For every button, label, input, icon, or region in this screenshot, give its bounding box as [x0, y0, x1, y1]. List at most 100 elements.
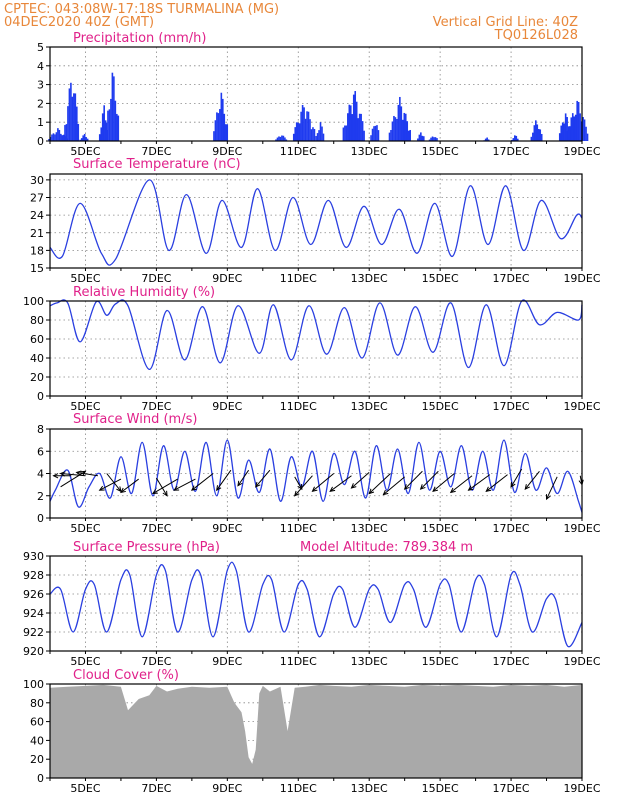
panel-pressure: Surface Pressure (hPa) Model Altitude: 7… — [23, 540, 601, 668]
wind-vector-arrow — [312, 473, 335, 492]
precip-bar — [536, 124, 539, 141]
wind-vector-arrowhead — [419, 484, 426, 490]
precip-bar — [352, 94, 355, 141]
wind-vector-arrow — [468, 474, 491, 491]
wind-vector-arrowhead — [216, 485, 222, 492]
precip-bar — [399, 96, 401, 141]
y-tick-label: 20 — [30, 371, 44, 384]
x-tick-label: 5DEC — [70, 782, 100, 795]
precip-bar — [321, 126, 323, 141]
precip-bar — [406, 121, 409, 141]
x-tick-label: 13DEC — [351, 272, 388, 285]
x-tick-label: 19DEC — [563, 400, 600, 413]
x-tick-label: 13DEC — [351, 655, 388, 668]
precip-bar — [540, 133, 543, 141]
precip-bar — [83, 133, 86, 141]
header-location: CPTEC: 043:08W-17:18S TURMALINA (MG) — [4, 2, 279, 17]
precip-bar — [223, 113, 226, 141]
precip-bar — [111, 72, 114, 141]
precip-bar — [310, 129, 313, 141]
x-tick-label: 11DEC — [280, 655, 317, 668]
x-tick-label: 15DEC — [422, 272, 459, 285]
precip-bar — [396, 118, 398, 141]
wind-vector-arrow — [510, 468, 523, 488]
y-tick-label: 928 — [23, 569, 44, 582]
precip-bar — [570, 117, 573, 141]
x-tick-label: 5DEC — [70, 272, 100, 285]
y-tick-label: 100 — [23, 678, 44, 691]
precip-bar — [110, 98, 112, 141]
precip-bar — [585, 126, 587, 141]
wind-vector-arrow — [294, 475, 313, 497]
x-tick-label: 19DEC — [563, 272, 600, 285]
header-date: 04DEC2020 40Z (GMT) — [4, 15, 154, 30]
precip-bar — [319, 122, 322, 141]
wind-vector-arrow — [173, 478, 196, 491]
x-tick-label: 7DEC — [141, 272, 171, 285]
y-tick-label: 100 — [23, 295, 44, 308]
precip-bar — [278, 136, 280, 141]
x-tick-label: 15DEC — [422, 400, 459, 413]
wind-vector-arrow — [60, 470, 86, 488]
cloud-title: Cloud Cover (%) — [73, 668, 179, 683]
wind-series-line — [49, 439, 583, 513]
y-tick-label: 40 — [30, 734, 44, 747]
y-tick-label: 24 — [30, 209, 44, 222]
precip-bar — [344, 125, 346, 141]
x-tick-label: 11DEC — [280, 145, 317, 158]
wind-vector-arrow — [120, 478, 139, 493]
precip-bar — [422, 136, 425, 141]
precip-bar — [281, 135, 283, 141]
wind-vector-arrowhead — [329, 486, 336, 492]
precip-bar — [117, 115, 120, 141]
wind-vector-arrowhead — [75, 470, 82, 476]
wind-vector-arrowhead — [510, 481, 516, 488]
precip-bar — [561, 122, 564, 141]
wind-vector-arrowhead — [116, 486, 122, 493]
precip-bar — [318, 130, 320, 141]
precip-bar — [516, 138, 519, 141]
precip-bar — [298, 123, 301, 141]
precip-bar — [80, 138, 83, 141]
wind-vector-arrowhead — [546, 494, 551, 501]
wind-vector-arrowhead — [162, 490, 168, 497]
wind-vector-arrowhead — [467, 485, 474, 491]
precip-bar — [393, 115, 395, 141]
x-tick-label: 9DEC — [212, 522, 242, 535]
precip-bar — [394, 117, 397, 141]
precip-bar — [376, 125, 378, 141]
precip-bar — [276, 137, 279, 141]
y-tick-label: 924 — [23, 607, 44, 620]
wind-vector-arrow — [191, 473, 214, 491]
x-tick-label: 9DEC — [212, 272, 242, 285]
wind-vector-arrow — [99, 478, 122, 491]
x-tick-label: 9DEC — [212, 782, 242, 795]
precip-bar — [357, 118, 359, 141]
precip-bar — [284, 137, 286, 141]
wind-vector-arrowhead — [151, 489, 158, 495]
precip-bar — [360, 113, 362, 141]
precip-title: Precipitation (mm/h) — [73, 31, 206, 46]
precip-bar — [52, 133, 55, 141]
precip-bar — [51, 134, 53, 141]
precip-bar — [586, 133, 589, 141]
header-grid-line: Vertical Grid Line: 40Z — [433, 15, 578, 30]
y-tick-label: 2 — [37, 490, 44, 503]
wind-vector-arrowhead — [311, 486, 318, 493]
temp-frame — [49, 173, 583, 269]
y-tick-label: 0 — [37, 772, 44, 785]
y-tick-label: 3 — [37, 79, 44, 92]
precip-bar — [582, 117, 584, 141]
precip-bar — [370, 135, 372, 141]
precip-bar — [342, 127, 345, 141]
precip-bar — [539, 129, 542, 141]
precip-bar — [514, 135, 516, 141]
x-tick-label: 19DEC — [563, 782, 600, 795]
precip-bar — [57, 128, 59, 141]
wind-vector-arrowhead — [524, 484, 530, 490]
precip-bar — [108, 109, 111, 141]
precip-bar — [418, 134, 421, 141]
wind-vector-arrowhead — [80, 470, 87, 476]
precip-bar — [397, 104, 400, 141]
